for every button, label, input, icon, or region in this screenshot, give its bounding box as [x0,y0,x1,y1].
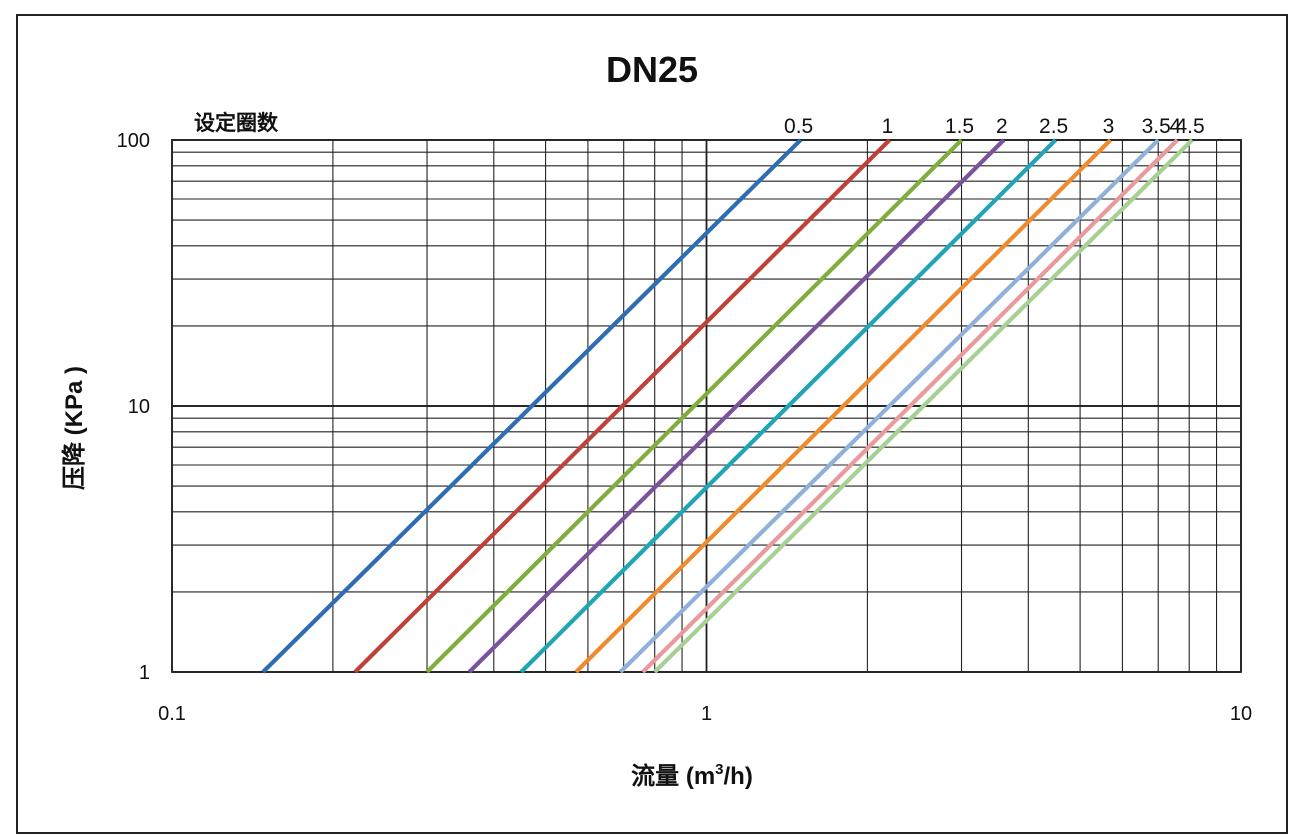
y-axis-label: 压降 (KPa ) [60,366,88,490]
legend-label-1.5: 1.5 [945,115,974,138]
series-line-2 [467,138,1006,674]
series-line-0.5 [261,138,803,674]
chart-frame [16,14,1288,834]
x-axis-label-sup: 3 [715,761,723,778]
legend-label-3: 3 [1103,115,1115,138]
legend-label-0.5: 0.5 [784,115,813,138]
x-tick-label: 1 [701,703,712,725]
x-axis-label-tail: /h) [724,763,753,790]
legend-label-2: 2 [996,115,1008,138]
grid [171,139,1242,673]
y-tick-label: 1 [139,662,150,684]
x-tick-label: 10 [1230,703,1252,725]
tick-labels: 0.1 1 10 1 10 100 [117,130,1253,725]
legend-label-2.5: 2.5 [1039,115,1068,138]
series-line-4 [641,138,1179,674]
series-line-1.5 [425,138,963,674]
series-line-4.5 [653,138,1194,674]
legend-title: 设定圈数 [194,111,279,135]
y-tick-label: 10 [128,396,150,418]
chart-title: DN25 [606,49,698,90]
x-tick-label: 0.1 [158,703,186,725]
y-tick-label: 100 [117,130,150,152]
legend-label-3.5: 3.5 [1142,115,1171,138]
flow-pressure-chart: 0.1 1 10 1 10 100 设定圈数 0.5 1 1.5 2 2.5 3 3.544.5 DN2… [60,49,1253,790]
x-axis-label-main: 流量 (m [631,763,715,790]
plot-border [171,139,1242,673]
series-line-1 [353,138,891,674]
series-line-3 [574,138,1112,674]
legend-label-1: 1 [882,115,894,138]
series-line-3.5 [618,138,1160,674]
legend-label-4: 4 [1169,115,1181,138]
series-line-2.5 [519,138,1058,674]
legend: 设定圈数 0.5 1 1.5 2 2.5 3 3.544.5 [194,111,1205,138]
legend-label-4.5: 4.5 [1175,115,1204,138]
x-axis-label: 流量 (m3/h) [631,761,753,790]
curves [261,138,1194,674]
